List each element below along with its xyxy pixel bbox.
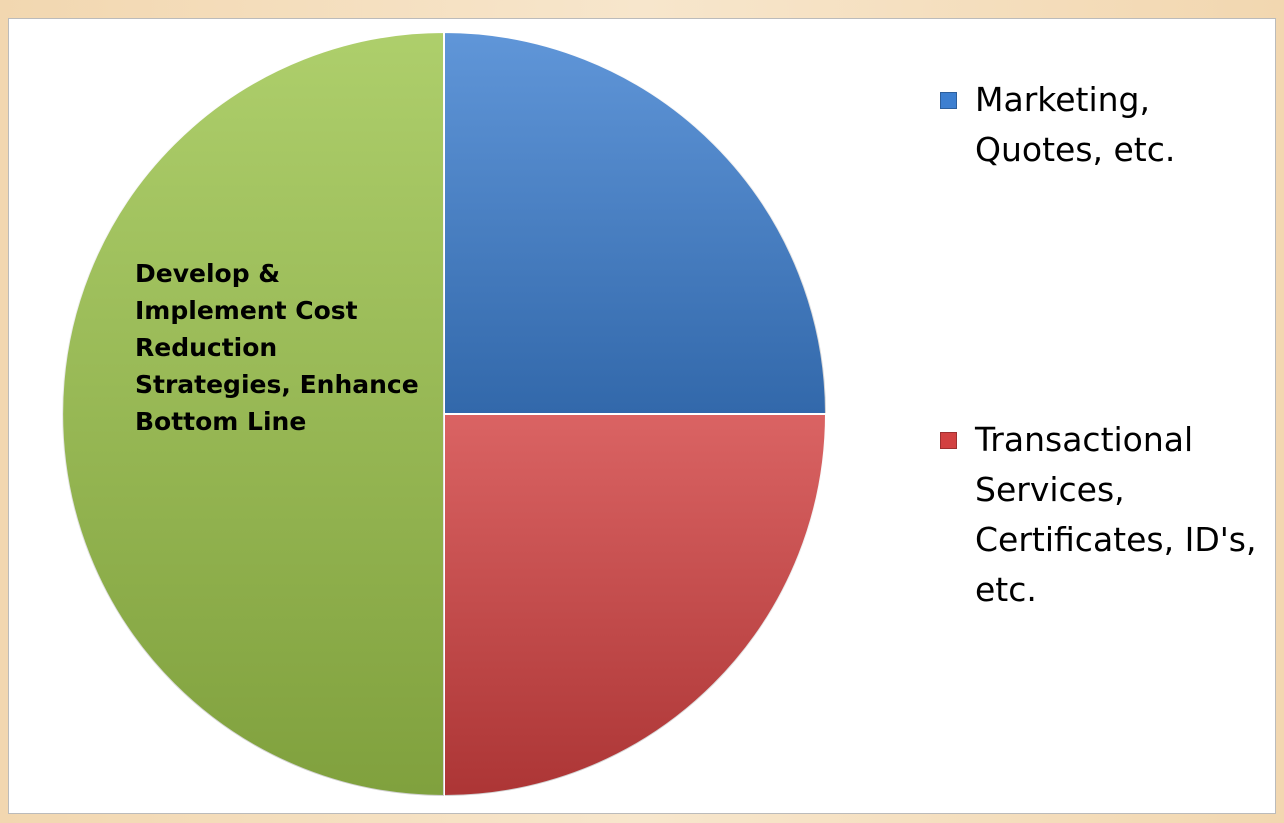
legend-swatch [940,92,957,109]
legend-swatch [940,432,957,449]
slice-label: Develop & Implement Cost Reduction Strat… [135,259,419,436]
pie-slice [443,413,828,798]
legend-label: Transactional Services, Certificates, ID… [975,420,1257,609]
legend-label: Marketing, Quotes, etc. [975,80,1176,169]
pie-slice [443,30,828,415]
